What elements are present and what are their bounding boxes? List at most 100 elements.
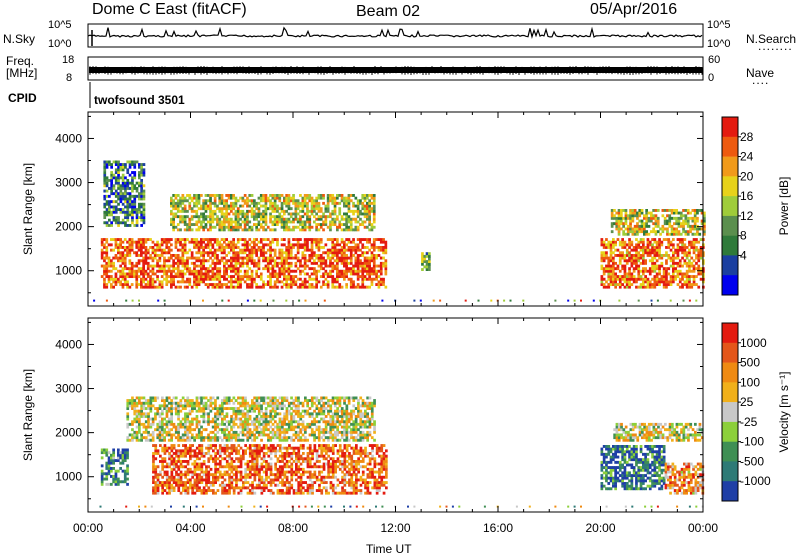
heatmap-cell [345,228,348,231]
heatmap-cell [692,228,695,231]
heatmap-cell [654,241,657,244]
heatmap-cell [172,223,175,226]
heatmap-cell [161,267,164,270]
heatmap-cell [359,199,362,202]
heatmap-cell [385,286,388,289]
heatmap-cell [366,273,369,276]
heatmap-cell [228,447,231,450]
heatmap-cell [681,249,684,252]
heatmap-cell [218,241,221,244]
heatmap-cell [136,404,139,407]
heatmap-cell [198,489,201,492]
heatmap-cell [207,479,210,482]
colorbar-swatch [722,117,738,137]
heatmap-cell [194,468,197,471]
heatmap-cell [665,259,668,262]
heatmap-cell [113,211,116,214]
heatmap-cell [191,210,194,213]
heatmap-cell [341,246,344,249]
heatmap-cell [279,471,282,474]
heatmap-cell [120,190,123,193]
heatmap-cell [359,254,362,257]
heatmap-cell [237,210,240,213]
heatmap-cell [315,213,318,216]
heatmap-cell [269,278,272,281]
ground-scatter-cell [221,300,223,302]
heatmap-cell [212,492,215,495]
heatmap-cell [256,486,259,489]
heatmap-cell [605,270,608,273]
heatmap-cell [212,275,215,278]
heatmap-cell [115,254,118,257]
heatmap-cell [214,249,217,252]
heatmap-cell [380,476,383,479]
heatmap-cell [110,224,113,227]
heatmap-cell [231,479,234,482]
heatmap-cell [385,455,388,458]
heatmap-cell [214,444,217,447]
heatmap-cell [373,221,376,224]
colorbar-swatch [722,196,738,216]
heatmap-cell [113,174,116,177]
heatmap-cell [133,176,136,179]
heatmap-cell [237,486,240,489]
heatmap-cell [689,228,692,231]
heatmap-cell [695,283,698,286]
heatmap-cell [274,468,277,471]
heatmap-cell [355,468,358,471]
heatmap-cell [182,270,185,273]
heatmap-cell [619,286,622,289]
heatmap-cell [344,473,347,476]
heatmap-cell [171,455,174,458]
heatmap-cell [367,452,370,455]
heatmap-cell [315,223,318,226]
heatmap-cell [343,197,346,200]
heatmap-cell [308,275,311,278]
heatmap-cell [385,259,388,262]
heatmap-cell [327,280,330,283]
heatmap-cell [343,243,346,246]
heatmap-cell [171,468,174,471]
heatmap-cell [304,226,307,229]
heatmap-cell [361,223,364,226]
heatmap-cell [161,447,164,450]
heatmap-cell [159,246,162,249]
heatmap-cell [362,465,365,468]
heatmap-cell [320,210,323,213]
heatmap-cell [133,195,136,198]
heatmap-cell [313,210,316,213]
heatmap-cell [105,273,108,276]
heatmap-cell [244,479,247,482]
heatmap-cell [688,241,691,244]
heatmap-cell [207,278,210,281]
heatmap-cell [628,238,631,241]
heatmap-cell [281,280,284,283]
heatmap-cell [262,210,265,213]
heatmap-cell [686,273,689,276]
heatmap-cell [665,273,668,276]
heatmap-cell [380,262,383,265]
heatmap-cell [330,471,333,474]
heatmap-cell [110,278,113,281]
heatmap-cell [622,225,625,228]
heatmap-cell [200,280,203,283]
heatmap-cell [316,452,319,455]
heatmap-cell [371,473,374,476]
heatmap-cell [129,211,132,214]
heatmap-cell [223,213,226,216]
ground-scatter-cell [93,300,95,302]
heatmap-cell [385,246,388,249]
heatmap-cell [664,220,667,223]
heatmap-cell [371,457,374,460]
heatmap-cell [679,270,682,273]
heatmap-cell [142,286,145,289]
heatmap-cell [276,280,279,283]
heatmap-cell [240,489,243,492]
heatmap-cell [695,238,698,241]
heatmap-cell [295,489,298,492]
heatmap-cell [367,468,370,471]
heatmap-cell [622,230,625,233]
heatmap-cell [364,286,367,289]
heatmap-cell [140,203,143,206]
heatmap-cell [625,212,628,215]
